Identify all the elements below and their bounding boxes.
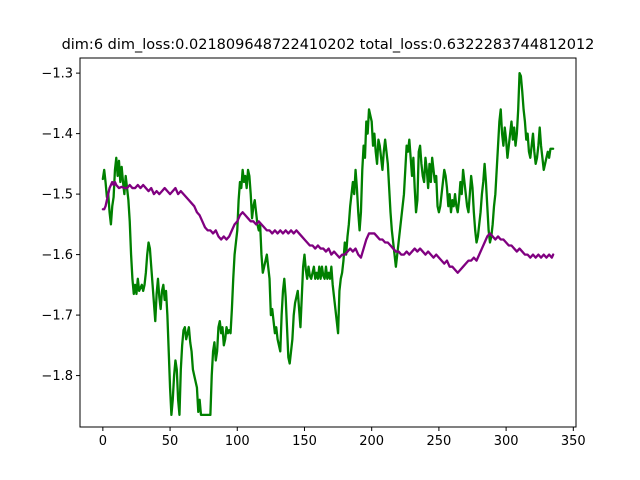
series-line-2: [101, 180, 555, 274]
series-line-1: [101, 71, 555, 417]
y-tick-label: −1.6: [41, 248, 73, 263]
x-tick-label: 250: [426, 434, 451, 449]
chart-title: dim:6 dim_loss:0.021809648722410202 tota…: [62, 37, 595, 53]
y-tick-label: −1.3: [41, 67, 73, 82]
y-axis: −1.8 −1.7 −1.6 −1.5 −1.4 −1.3: [41, 67, 80, 384]
x-tick-label: 300: [494, 434, 519, 449]
x-axis: 0 50 100 150 200 250 300 350: [99, 427, 586, 449]
y-tick-label: −1.4: [41, 127, 73, 142]
x-tick-label: 150: [292, 434, 317, 449]
x-tick-label: 350: [561, 434, 586, 449]
y-tick-label: −1.8: [41, 369, 73, 384]
y-tick-label: −1.7: [41, 309, 73, 324]
x-tick-label: 100: [225, 434, 250, 449]
plot-frame: [79, 57, 577, 428]
x-tick-label: 50: [162, 434, 179, 449]
x-tick-label: 200: [359, 434, 384, 449]
series-layer: [101, 71, 555, 417]
y-tick-label: −1.5: [41, 188, 73, 203]
x-tick-label: 0: [99, 434, 107, 449]
